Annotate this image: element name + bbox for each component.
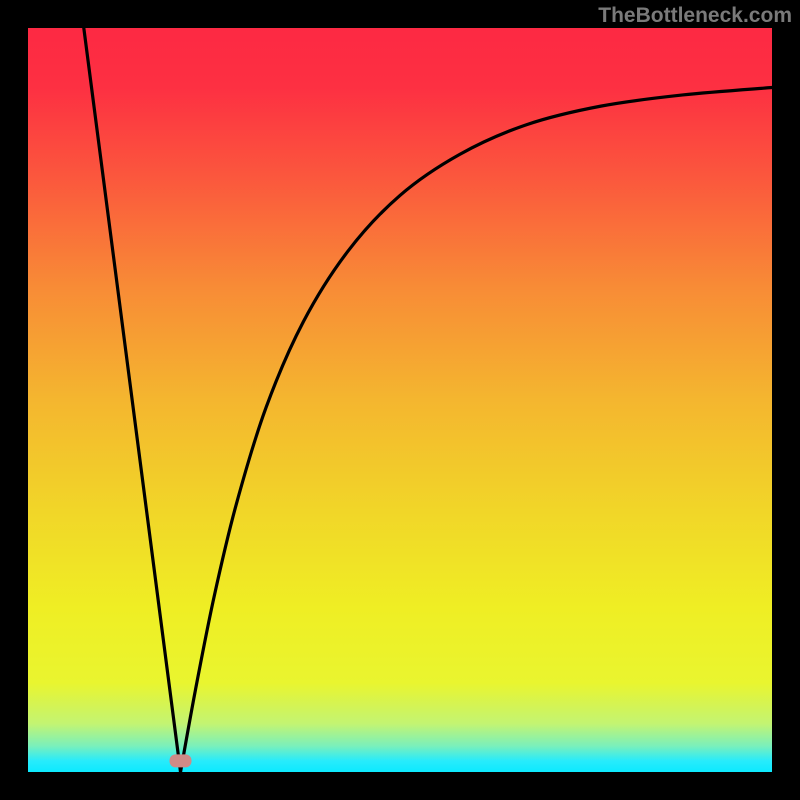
plot-background xyxy=(28,28,772,772)
attribution-label: TheBottleneck.com xyxy=(598,4,792,28)
chart-frame: TheBottleneck.com xyxy=(0,0,800,800)
bottleneck-chart xyxy=(0,0,800,800)
valley-marker xyxy=(170,754,192,767)
